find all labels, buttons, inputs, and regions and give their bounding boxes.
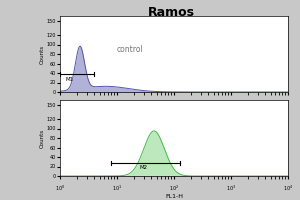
- Y-axis label: Counts: Counts: [40, 128, 45, 148]
- Text: Ramos: Ramos: [148, 6, 194, 19]
- Text: M1: M1: [66, 77, 74, 82]
- Text: M2: M2: [140, 165, 148, 170]
- Text: control: control: [117, 45, 144, 54]
- X-axis label: FL1-H: FL1-H: [165, 194, 183, 199]
- Y-axis label: Counts: Counts: [40, 44, 45, 64]
